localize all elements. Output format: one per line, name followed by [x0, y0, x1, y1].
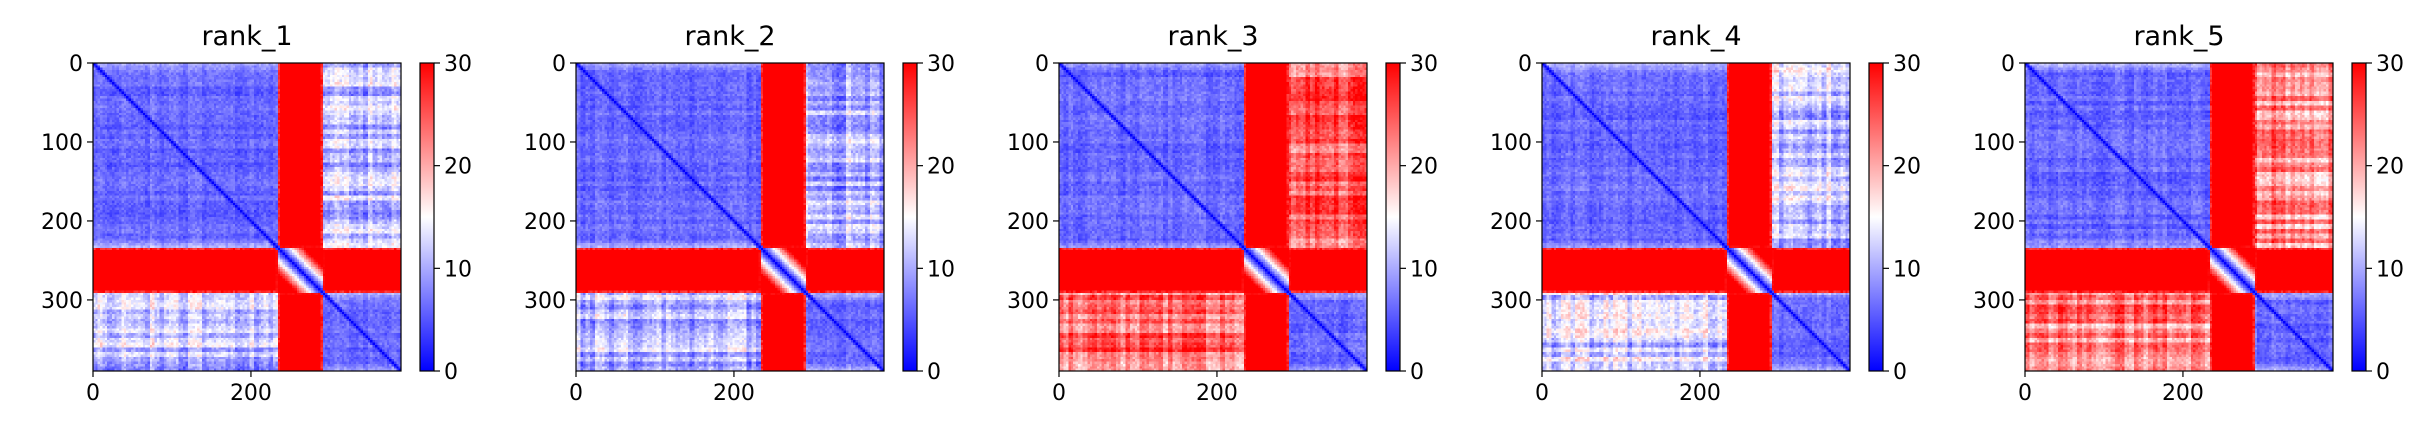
heatmap-panel: rank_2 0 200 0 100 200 300 0 10 20 30 [524, 21, 955, 406]
colorbar-tick-label: 10 [927, 257, 955, 282]
colorbar-tick-label: 0 [1410, 360, 1424, 385]
colorbar-tick-label: 20 [444, 155, 472, 180]
panel-title: rank_1 [201, 21, 292, 52]
y-tick-label: 0 [552, 52, 566, 77]
x-tick-label: 0 [1535, 381, 1549, 406]
y-tick-label: 200 [524, 210, 566, 235]
y-tick-label: 200 [1973, 210, 2015, 235]
y-tick-label: 0 [1035, 52, 1049, 77]
colorbar [1869, 63, 1883, 371]
colorbar-tick-label: 0 [1893, 360, 1907, 385]
heatmap-panel: rank_4 0 200 0 100 200 300 0 10 20 30 [1490, 21, 1921, 406]
y-tick-label: 100 [1490, 131, 1532, 156]
colorbar-tick-label: 20 [2376, 155, 2404, 180]
colorbar [2352, 63, 2366, 371]
colorbar-tick-label: 30 [444, 52, 472, 77]
colorbar [1386, 63, 1400, 371]
colorbar-tick-label: 20 [1893, 155, 1921, 180]
heatmap-panel: rank_1 0 200 0 100 200 300 0 10 20 30 [41, 21, 472, 406]
heatmap-panel: rank_3 0 200 0 100 200 300 0 10 20 30 [1007, 21, 1438, 406]
x-tick-label: 0 [86, 381, 100, 406]
y-tick-label: 100 [1973, 131, 2015, 156]
x-tick-label: 0 [1052, 381, 1066, 406]
colorbar-tick-label: 10 [1893, 257, 1921, 282]
colorbar-tick-label: 30 [2376, 52, 2404, 77]
colorbar-tick-label: 20 [927, 155, 955, 180]
colorbar-tick-label: 0 [2376, 360, 2390, 385]
heatmap-image [93, 63, 401, 371]
x-tick-label: 0 [2018, 381, 2032, 406]
colorbar-tick-label: 10 [444, 257, 472, 282]
y-tick-label: 0 [1518, 52, 1532, 77]
colorbar [903, 63, 917, 371]
colorbar-tick-label: 30 [1410, 52, 1438, 77]
x-tick-label: 200 [713, 381, 755, 406]
heatmap-image [1059, 63, 1367, 371]
panel-title: rank_3 [1167, 21, 1258, 52]
panel-title: rank_4 [1650, 21, 1741, 52]
colorbar-tick-label: 20 [1410, 155, 1438, 180]
y-tick-label: 0 [69, 52, 83, 77]
colorbar-tick-label: 30 [927, 52, 955, 77]
y-tick-label: 300 [1007, 289, 1049, 314]
y-tick-label: 300 [1490, 289, 1532, 314]
colorbar-tick-label: 30 [1893, 52, 1921, 77]
y-tick-label: 200 [1490, 210, 1532, 235]
y-tick-label: 300 [1973, 289, 2015, 314]
y-tick-label: 200 [41, 210, 83, 235]
colorbar-tick-label: 0 [444, 360, 458, 385]
x-tick-label: 200 [230, 381, 272, 406]
colorbar-tick-label: 10 [2376, 257, 2404, 282]
y-tick-label: 100 [524, 131, 566, 156]
heatmap-image [2025, 63, 2333, 371]
heatmap-image [576, 63, 884, 371]
colorbar-tick-label: 10 [1410, 257, 1438, 282]
x-tick-label: 200 [1196, 381, 1238, 406]
colorbar [420, 63, 434, 371]
y-tick-label: 300 [524, 289, 566, 314]
panel-title: rank_2 [684, 21, 775, 52]
colorbar-tick-label: 0 [927, 360, 941, 385]
x-tick-label: 200 [2162, 381, 2204, 406]
y-tick-label: 200 [1007, 210, 1049, 235]
y-tick-label: 0 [2001, 52, 2015, 77]
panel-title: rank_5 [2133, 21, 2224, 52]
heatmap-panel: rank_5 0 200 0 100 200 300 0 10 20 30 [1973, 21, 2404, 406]
y-tick-label: 300 [41, 289, 83, 314]
y-tick-label: 100 [41, 131, 83, 156]
x-tick-label: 0 [569, 381, 583, 406]
heatmap-image [1542, 63, 1850, 371]
y-tick-label: 100 [1007, 131, 1049, 156]
x-tick-label: 200 [1679, 381, 1721, 406]
